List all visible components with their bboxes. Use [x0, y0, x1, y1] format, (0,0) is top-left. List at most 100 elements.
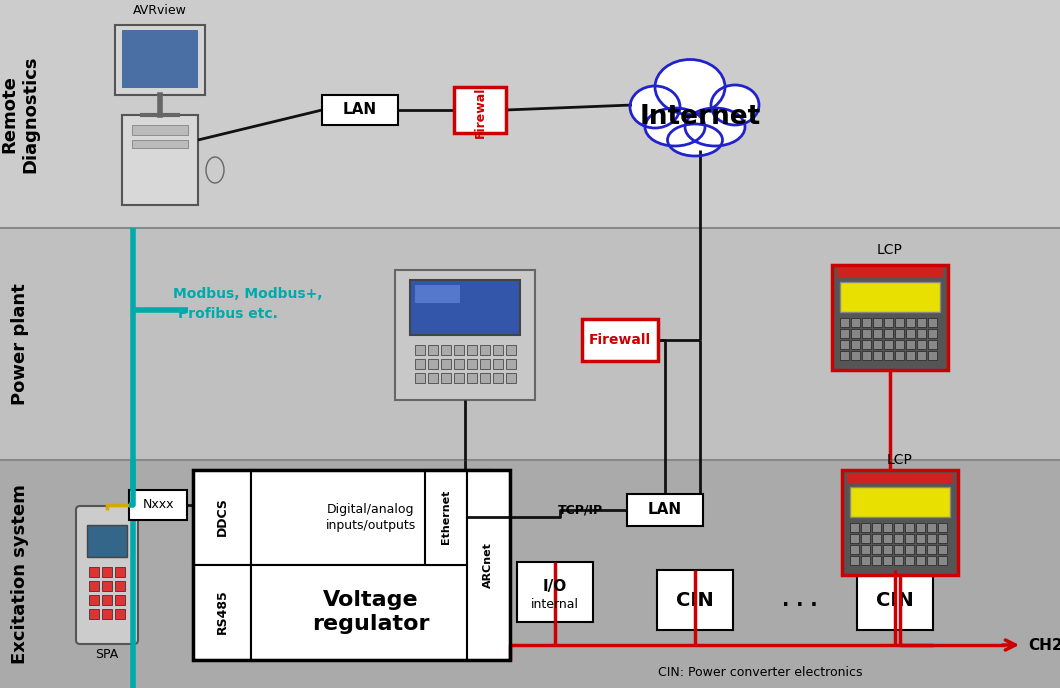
Bar	[851, 351, 860, 360]
Bar	[895, 318, 904, 327]
Bar	[883, 534, 893, 543]
Bar	[894, 545, 903, 554]
Bar	[872, 534, 881, 543]
Bar	[916, 556, 925, 565]
Bar	[928, 340, 937, 349]
Bar	[428, 373, 438, 383]
Ellipse shape	[630, 86, 681, 128]
Bar	[917, 340, 926, 349]
Bar	[657, 570, 734, 630]
Bar	[506, 345, 516, 355]
Bar	[0, 0, 1060, 228]
Bar	[122, 30, 198, 88]
Text: RS485: RS485	[215, 590, 229, 634]
Bar	[89, 595, 99, 605]
Bar	[517, 562, 593, 622]
Bar	[506, 359, 516, 369]
Bar	[454, 87, 506, 133]
Bar	[895, 329, 904, 338]
Bar	[905, 556, 914, 565]
Bar	[850, 523, 859, 532]
Bar	[251, 470, 491, 565]
Bar	[114, 581, 125, 591]
Bar	[850, 534, 859, 543]
Bar	[906, 340, 915, 349]
Text: Modbus, Modbus+,: Modbus, Modbus+,	[173, 287, 322, 301]
Bar	[114, 609, 125, 619]
Bar	[884, 318, 893, 327]
Bar	[467, 470, 510, 660]
Bar	[873, 340, 882, 349]
Bar	[850, 545, 859, 554]
Bar	[132, 140, 188, 148]
Text: ARCnet: ARCnet	[483, 542, 493, 588]
Bar	[850, 556, 859, 565]
Text: CIN: CIN	[676, 590, 713, 610]
Bar	[832, 265, 948, 370]
Text: LCP: LCP	[877, 243, 903, 257]
Bar	[928, 318, 937, 327]
Bar	[928, 556, 936, 565]
Text: Ethernet: Ethernet	[441, 490, 450, 544]
Bar	[416, 345, 425, 355]
Bar	[847, 473, 953, 483]
Text: internal: internal	[531, 597, 579, 610]
Bar	[938, 545, 947, 554]
Bar	[441, 345, 450, 355]
Bar	[884, 340, 893, 349]
Ellipse shape	[206, 157, 224, 183]
Bar	[905, 545, 914, 554]
Bar	[506, 373, 516, 383]
Bar	[102, 609, 112, 619]
Bar	[493, 345, 504, 355]
Ellipse shape	[644, 108, 705, 146]
Text: regulator: regulator	[313, 614, 429, 634]
Text: CIN: Power converter electronics: CIN: Power converter electronics	[658, 665, 862, 678]
Ellipse shape	[655, 59, 725, 114]
Bar	[917, 329, 926, 338]
Ellipse shape	[668, 124, 723, 156]
Bar	[416, 359, 425, 369]
Bar	[114, 567, 125, 577]
Text: DDCS: DDCS	[215, 497, 229, 537]
Bar	[862, 351, 871, 360]
Bar	[884, 329, 893, 338]
Bar	[89, 581, 99, 591]
Bar	[428, 359, 438, 369]
Bar	[480, 373, 490, 383]
Bar	[480, 345, 490, 355]
Bar	[493, 359, 504, 369]
Ellipse shape	[711, 85, 759, 125]
Bar	[410, 280, 520, 335]
Bar	[883, 523, 893, 532]
Bar	[467, 373, 477, 383]
Bar	[883, 556, 893, 565]
Bar	[916, 534, 925, 543]
Bar	[582, 319, 658, 361]
Bar	[193, 565, 251, 660]
FancyBboxPatch shape	[76, 506, 138, 644]
Bar	[132, 125, 188, 135]
Bar	[102, 595, 112, 605]
Text: Voltage: Voltage	[323, 590, 419, 610]
Bar	[837, 268, 943, 278]
Bar	[102, 567, 112, 577]
Bar	[884, 351, 893, 360]
Bar	[251, 565, 491, 660]
Bar	[928, 329, 937, 338]
Bar	[493, 373, 504, 383]
Bar	[851, 329, 860, 338]
Bar	[872, 545, 881, 554]
Bar	[938, 556, 947, 565]
Bar	[0, 228, 1060, 460]
Bar	[905, 534, 914, 543]
Bar	[0, 460, 1060, 688]
Bar	[872, 556, 881, 565]
Bar	[454, 359, 464, 369]
Bar	[851, 340, 860, 349]
Bar	[895, 340, 904, 349]
Bar	[467, 345, 477, 355]
Bar	[873, 329, 882, 338]
Bar	[861, 534, 870, 543]
Bar	[861, 545, 870, 554]
